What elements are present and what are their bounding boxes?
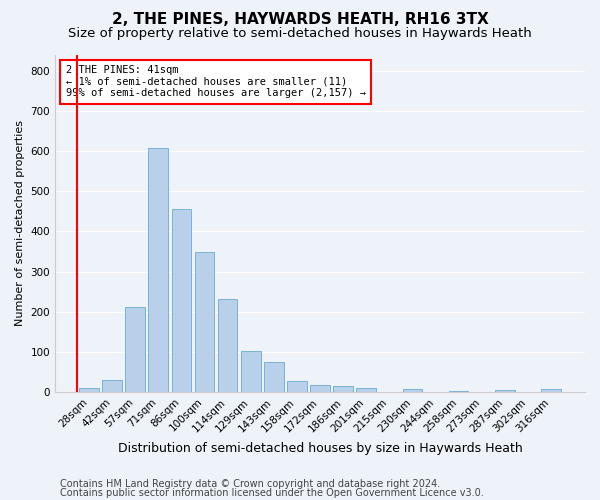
Bar bbox=[403, 388, 422, 392]
Y-axis label: Number of semi-detached properties: Number of semi-detached properties bbox=[15, 120, 25, 326]
Bar bbox=[148, 148, 168, 392]
Bar bbox=[241, 352, 260, 392]
Bar bbox=[449, 390, 469, 392]
Text: Contains HM Land Registry data © Crown copyright and database right 2024.: Contains HM Land Registry data © Crown c… bbox=[60, 479, 440, 489]
Bar bbox=[102, 380, 122, 392]
Text: Size of property relative to semi-detached houses in Haywards Heath: Size of property relative to semi-detach… bbox=[68, 28, 532, 40]
X-axis label: Distribution of semi-detached houses by size in Haywards Heath: Distribution of semi-detached houses by … bbox=[118, 442, 523, 455]
Bar bbox=[310, 385, 330, 392]
Text: 2, THE PINES, HAYWARDS HEATH, RH16 3TX: 2, THE PINES, HAYWARDS HEATH, RH16 3TX bbox=[112, 12, 488, 28]
Bar bbox=[356, 388, 376, 392]
Bar bbox=[79, 388, 99, 392]
Text: Contains public sector information licensed under the Open Government Licence v3: Contains public sector information licen… bbox=[60, 488, 484, 498]
Bar bbox=[334, 386, 353, 392]
Bar bbox=[125, 306, 145, 392]
Bar bbox=[287, 380, 307, 392]
Text: 2 THE PINES: 41sqm
← 1% of semi-detached houses are smaller (11)
99% of semi-det: 2 THE PINES: 41sqm ← 1% of semi-detached… bbox=[65, 65, 365, 98]
Bar bbox=[194, 252, 214, 392]
Bar bbox=[172, 208, 191, 392]
Bar bbox=[495, 390, 515, 392]
Bar bbox=[541, 389, 561, 392]
Bar bbox=[218, 299, 238, 392]
Bar bbox=[264, 362, 284, 392]
